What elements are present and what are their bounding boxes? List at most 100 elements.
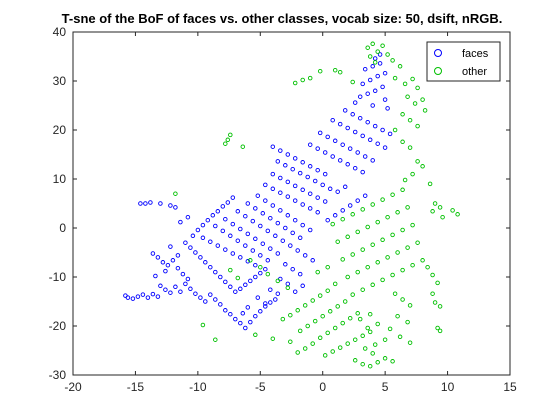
data-point-faces xyxy=(245,231,251,237)
legend-marker-other xyxy=(434,67,442,75)
data-point-other xyxy=(325,264,330,270)
data-point-other xyxy=(375,360,380,365)
y-tick-label: -10 xyxy=(49,270,67,284)
data-point-faces xyxy=(250,248,256,253)
data-point-faces xyxy=(375,141,380,146)
data-point-other xyxy=(310,298,315,303)
data-point-other xyxy=(407,303,413,308)
data-point-faces xyxy=(205,217,211,223)
data-point-other xyxy=(390,359,395,364)
data-point-faces xyxy=(233,316,238,322)
data-point-faces xyxy=(200,222,206,228)
data-point-faces xyxy=(268,300,273,305)
legend-marker-faces xyxy=(434,49,442,57)
data-point-faces xyxy=(360,169,365,175)
data-point-faces xyxy=(218,274,223,280)
data-point-faces xyxy=(270,144,276,149)
data-point-faces xyxy=(325,134,330,140)
data-point-faces xyxy=(243,325,248,331)
data-point-faces xyxy=(362,154,368,159)
data-point-faces xyxy=(153,273,158,279)
data-point-faces xyxy=(340,142,345,147)
data-point-other xyxy=(405,205,410,210)
data-point-other xyxy=(390,58,395,63)
data-point-faces xyxy=(238,320,243,326)
data-point-faces xyxy=(292,198,298,203)
data-point-faces xyxy=(362,193,368,198)
data-point-faces xyxy=(145,295,151,300)
data-point-other xyxy=(407,340,413,345)
data-point-faces xyxy=(345,125,350,131)
data-point-other xyxy=(385,52,390,57)
data-point-faces xyxy=(367,77,373,83)
data-point-faces xyxy=(175,253,181,258)
data-point-other xyxy=(370,202,375,207)
data-point-faces xyxy=(228,233,233,239)
data-point-faces xyxy=(185,276,191,282)
x-tick-label: 5 xyxy=(382,380,389,394)
data-point-faces xyxy=(265,258,271,263)
x-tick-label: -15 xyxy=(127,380,145,394)
data-point-other xyxy=(402,81,408,87)
data-point-faces xyxy=(352,100,358,105)
data-point-other xyxy=(325,288,330,293)
data-point-other xyxy=(300,77,305,83)
data-point-faces xyxy=(315,167,320,173)
data-point-faces xyxy=(253,313,258,319)
data-point-faces xyxy=(178,219,183,225)
y-tick-label: -30 xyxy=(49,368,67,382)
y-tick-label: 40 xyxy=(53,25,67,39)
data-point-faces xyxy=(337,158,343,163)
data-point-faces xyxy=(307,164,313,169)
data-point-faces xyxy=(225,200,231,205)
data-point-other xyxy=(173,191,178,196)
data-point-faces xyxy=(292,156,298,161)
data-point-other xyxy=(405,319,410,325)
data-point-other xyxy=(432,201,438,206)
data-point-faces xyxy=(362,66,368,72)
data-point-faces xyxy=(357,94,363,99)
data-point-faces xyxy=(190,233,196,239)
data-point-other xyxy=(420,97,425,102)
data-point-other xyxy=(430,209,435,214)
data-point-other xyxy=(407,145,413,150)
data-point-other xyxy=(395,210,400,215)
data-point-other xyxy=(225,137,231,143)
data-point-other xyxy=(390,192,395,197)
data-point-other xyxy=(270,336,276,341)
data-point-faces xyxy=(377,61,383,66)
data-point-other xyxy=(395,313,400,319)
data-point-faces xyxy=(347,146,353,151)
data-point-faces xyxy=(163,268,168,274)
data-point-faces xyxy=(263,198,268,203)
data-point-faces xyxy=(285,213,291,218)
data-point-other xyxy=(248,258,253,263)
data-point-faces xyxy=(305,174,310,180)
data-point-other xyxy=(330,349,335,354)
data-point-faces xyxy=(263,301,268,306)
data-point-other xyxy=(330,221,335,227)
data-point-faces xyxy=(320,182,325,188)
data-point-faces xyxy=(355,150,360,155)
data-point-faces xyxy=(268,246,273,251)
data-point-faces xyxy=(270,203,276,208)
data-point-faces xyxy=(295,248,300,253)
data-point-other xyxy=(430,291,435,296)
data-point-other xyxy=(317,68,323,74)
data-point-faces xyxy=(370,158,375,163)
data-point-other xyxy=(370,282,375,288)
data-point-other xyxy=(437,328,443,334)
data-point-other xyxy=(430,272,435,278)
data-point-other xyxy=(437,304,443,309)
data-point-faces xyxy=(150,251,156,256)
data-point-other xyxy=(365,325,370,331)
data-point-faces xyxy=(345,162,350,167)
data-point-faces xyxy=(235,238,241,243)
data-point-faces xyxy=(140,292,146,297)
data-point-other xyxy=(375,219,380,225)
data-point-other xyxy=(345,274,350,280)
data-point-other xyxy=(402,177,408,183)
data-point-faces xyxy=(170,258,176,263)
data-point-faces xyxy=(283,163,288,168)
data-point-other xyxy=(258,264,263,270)
